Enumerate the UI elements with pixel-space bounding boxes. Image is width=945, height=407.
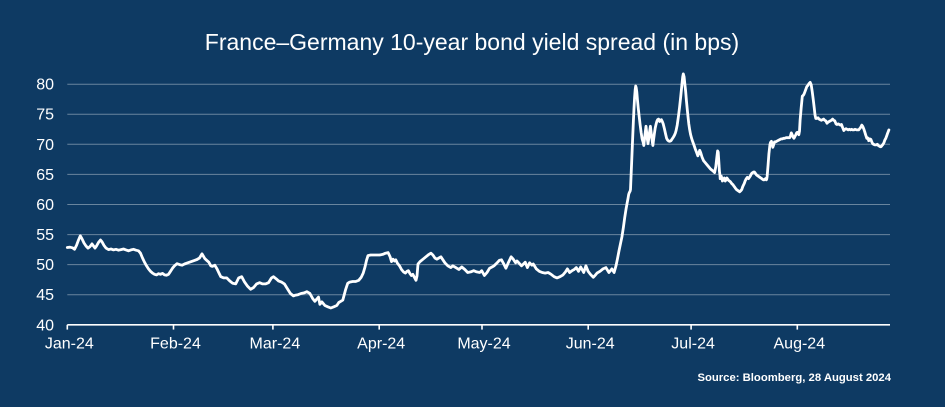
svg-text:Jun-24: Jun-24	[566, 336, 615, 353]
svg-text:Mar-24: Mar-24	[250, 336, 301, 353]
svg-text:Aug-24: Aug-24	[774, 336, 826, 353]
svg-text:40: 40	[36, 317, 54, 334]
svg-text:65: 65	[36, 167, 54, 184]
svg-text:80: 80	[36, 77, 54, 94]
svg-text:May-24: May-24	[457, 336, 510, 353]
svg-text:60: 60	[36, 197, 54, 214]
svg-text:45: 45	[36, 287, 54, 304]
svg-text:50: 50	[36, 257, 54, 274]
svg-text:France–Germany 10-year bond yi: France–Germany 10-year bond yield spread…	[205, 29, 739, 55]
svg-text:Source: Bloomberg, 28 August 2: Source: Bloomberg, 28 August 2024	[697, 372, 891, 384]
svg-text:75: 75	[36, 107, 54, 124]
svg-text:Apr-24: Apr-24	[357, 336, 405, 353]
svg-text:70: 70	[36, 137, 54, 154]
svg-text:Jan-24: Jan-24	[45, 336, 94, 353]
svg-text:55: 55	[36, 227, 54, 244]
svg-text:Feb-24: Feb-24	[150, 336, 201, 353]
svg-text:Jul-24: Jul-24	[671, 336, 715, 353]
